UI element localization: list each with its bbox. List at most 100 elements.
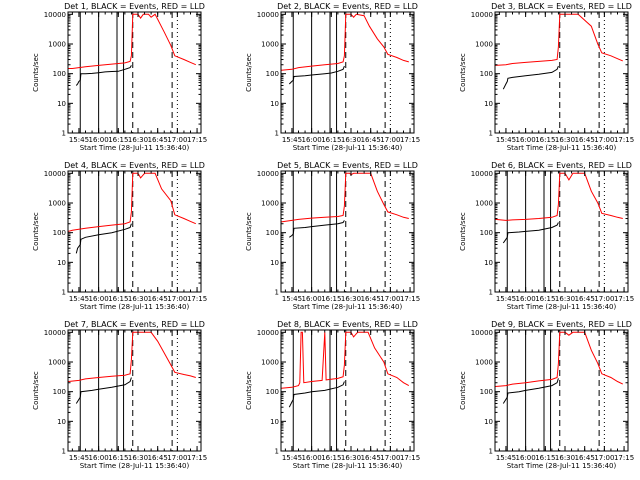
x-tick-label: 16:30 — [341, 136, 361, 144]
y-tick-label: 1 — [489, 448, 493, 456]
lld-series-line — [495, 172, 623, 221]
y-tick-label: 1 — [62, 130, 66, 138]
x-tick-label: 16:15 — [108, 295, 128, 303]
plot-frame — [280, 170, 415, 293]
y-axis-label: Counts/sec — [245, 53, 253, 92]
x-tick-label: 16:15 — [108, 454, 128, 462]
y-tick-label: 100 — [480, 388, 493, 396]
y-tick-label: 10000 — [257, 329, 279, 337]
y-tick-label: 10 — [57, 100, 66, 108]
y-tick-label: 10000 — [471, 329, 493, 337]
lld-series-line — [281, 331, 410, 389]
x-tick-label: 16:15 — [535, 295, 555, 303]
y-tick-label: 100 — [53, 229, 66, 237]
y-tick-label: 10 — [484, 259, 493, 267]
events-series-line — [502, 222, 559, 244]
events-series-line — [289, 220, 345, 238]
lld-series-line — [68, 13, 196, 69]
events-series-line — [502, 378, 559, 404]
x-tick-label: 17:15 — [400, 454, 420, 462]
lld-series-line — [68, 172, 196, 232]
x-tick-label: 16:00 — [516, 295, 536, 303]
x-tick-label: 15:45 — [282, 454, 302, 462]
lld-series-line — [68, 331, 196, 382]
x-tick-label: 16:30 — [128, 454, 148, 462]
panel-title: Det 8, BLACK = Events, RED = LLD — [277, 320, 418, 329]
y-tick-label: 10 — [57, 259, 66, 267]
y-tick-label: 10000 — [257, 170, 279, 178]
x-axis-label: Start Time (28-Jul-11 15:36:40) — [80, 144, 190, 152]
x-axis-label: Start Time (28-Jul-11 15:36:40) — [507, 462, 617, 470]
y-tick-label: 1000 — [475, 41, 493, 49]
x-tick-label: 16:30 — [128, 295, 148, 303]
x-tick-label: 16:30 — [341, 454, 361, 462]
x-tick-label: 16:00 — [302, 295, 322, 303]
panel-det-7: Det 7, BLACK = Events, RED = LLD 1 10 100 10… — [32, 320, 207, 470]
x-tick-label: 16:00 — [516, 136, 536, 144]
panel-title: Det 5, BLACK = Events, RED = LLD — [277, 161, 418, 170]
plot-frame — [494, 329, 629, 452]
events-series-line — [288, 65, 345, 85]
y-tick-label: 1 — [275, 289, 279, 297]
lld-series-line — [281, 13, 409, 71]
plot-frame — [67, 11, 202, 134]
y-tick-label: 10 — [270, 259, 279, 267]
y-tick-label: 100 — [266, 229, 279, 237]
x-tick-label: 16:00 — [302, 454, 322, 462]
x-tick-label: 16:30 — [555, 454, 575, 462]
x-tick-label: 16:45 — [575, 136, 595, 144]
x-tick-label: 16:15 — [321, 136, 341, 144]
y-tick-label: 1000 — [261, 359, 279, 367]
x-tick-label: 16:45 — [148, 454, 168, 462]
panel-title: Det 3, BLACK = Events, RED = LLD — [491, 2, 632, 11]
x-tick-label: 17:00 — [167, 295, 187, 303]
x-tick-label: 16:45 — [361, 136, 381, 144]
plot-frame — [494, 11, 629, 134]
x-tick-label: 16:30 — [555, 295, 575, 303]
x-tick-label: 17:15 — [187, 454, 207, 462]
x-tick-label: 16:45 — [148, 295, 168, 303]
x-tick-label: 15:45 — [282, 295, 302, 303]
x-axis-label: Start Time (28-Jul-11 15:36:40) — [507, 144, 617, 152]
panel-title: Det 7, BLACK = Events, RED = LLD — [64, 320, 205, 329]
x-tick-label: 16:00 — [302, 136, 322, 144]
y-axis-label: Counts/sec — [459, 371, 467, 410]
y-tick-label: 1 — [489, 289, 493, 297]
x-axis-label: Start Time (28-Jul-11 15:36:40) — [507, 303, 617, 311]
panel-det-2: Det 2, BLACK = Events, RED = LLD 1 10 100 10… — [245, 2, 420, 152]
plot-frame — [67, 170, 202, 293]
lld-series-line — [495, 13, 623, 66]
x-tick-label: 15:45 — [282, 136, 302, 144]
x-tick-label: 16:00 — [89, 454, 109, 462]
y-tick-label: 1 — [62, 448, 66, 456]
x-tick-label: 17:00 — [380, 295, 400, 303]
y-axis-label: Counts/sec — [245, 212, 253, 251]
y-tick-label: 1000 — [475, 359, 493, 367]
y-tick-label: 10000 — [44, 170, 66, 178]
x-tick-label: 17:15 — [400, 136, 420, 144]
y-tick-label: 10 — [484, 100, 493, 108]
panel-title: Det 1, BLACK = Events, RED = LLD — [64, 2, 205, 11]
x-tick-label: 17:15 — [400, 295, 420, 303]
y-axis-label: Counts/sec — [245, 371, 253, 410]
panel-title: Det 9, BLACK = Events, RED = LLD — [491, 320, 632, 329]
y-tick-label: 10000 — [44, 329, 66, 337]
y-tick-label: 100 — [480, 229, 493, 237]
x-axis-label: Start Time (28-Jul-11 15:36:40) — [293, 462, 403, 470]
x-tick-label: 16:45 — [361, 295, 381, 303]
y-axis-label: Counts/sec — [32, 53, 40, 92]
y-axis-label: Counts/sec — [32, 371, 40, 410]
x-tick-label: 17:00 — [594, 136, 614, 144]
panel-det-6: Det 6, BLACK = Events, RED = LLD 1 10 100 10… — [459, 161, 634, 311]
plot-frame — [67, 329, 202, 452]
y-tick-label: 1000 — [48, 359, 66, 367]
x-tick-label: 15:45 — [69, 295, 89, 303]
x-tick-label: 17:15 — [614, 136, 634, 144]
x-axis-label: Start Time (28-Jul-11 15:36:40) — [293, 303, 403, 311]
y-tick-label: 1000 — [48, 200, 66, 208]
x-tick-label: 15:45 — [496, 295, 516, 303]
y-tick-label: 1 — [275, 448, 279, 456]
y-tick-label: 1000 — [261, 41, 279, 49]
x-tick-label: 17:15 — [614, 454, 634, 462]
